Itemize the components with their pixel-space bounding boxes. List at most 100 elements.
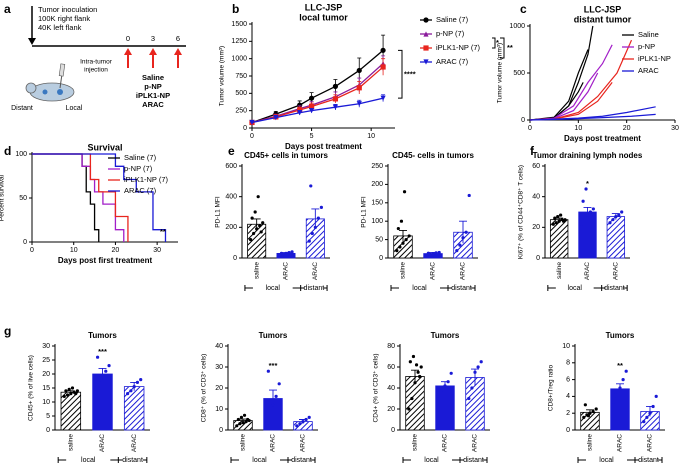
x-axis-label: Days post treatment — [285, 142, 362, 151]
x-tick-label: saline — [556, 262, 563, 279]
data-point — [310, 231, 314, 236]
group-bracket — [390, 285, 476, 291]
x-tick-label: ARAC — [613, 262, 620, 280]
data-point — [253, 210, 257, 214]
group-label: local — [252, 457, 267, 464]
diagram-shapes — [25, 6, 186, 102]
treatment-label: p-NP — [144, 82, 162, 91]
data-point — [74, 392, 78, 396]
data-point — [621, 378, 625, 382]
curve — [529, 72, 599, 121]
y-tick-label: 500 — [235, 90, 247, 97]
data-point — [473, 370, 477, 374]
data-point — [313, 225, 317, 229]
data-point — [332, 104, 339, 110]
data-point — [583, 403, 587, 407]
data-point — [556, 215, 560, 219]
survival-step — [32, 153, 129, 242]
data-point — [580, 222, 584, 226]
data-point — [455, 249, 459, 253]
significance: * — [586, 179, 589, 188]
data-point — [464, 230, 468, 234]
chart-title: Survival — [87, 142, 122, 152]
y-tick-label: 4 — [566, 393, 570, 400]
legend-marker — [423, 31, 429, 37]
significance: *** — [269, 361, 278, 370]
data-point — [618, 386, 622, 390]
chart-title: CD45- cells in tumors — [392, 151, 474, 160]
data-point — [611, 218, 615, 222]
chart-title: LLC-JSP — [584, 4, 622, 14]
y-tick-label: 0 — [521, 117, 525, 124]
chart-title: LLC-JSP — [305, 2, 343, 12]
x-tick-label: ARAC — [131, 434, 138, 452]
chart-subtitle: local tumor — [299, 12, 348, 22]
data-point — [332, 83, 339, 89]
bar — [405, 376, 425, 431]
data-point — [297, 102, 303, 108]
data-point — [437, 396, 441, 401]
data-point — [139, 378, 143, 382]
x-tick-label: saline — [412, 434, 419, 451]
data-point — [239, 415, 244, 419]
y-tick-label: 1000 — [509, 23, 525, 30]
y-axis-label: CD8⁺ (% of CD3⁺ cells) — [201, 354, 208, 423]
y-tick-label: 0 — [23, 239, 27, 246]
legend-label: Saline (7) — [436, 15, 469, 24]
data-point — [298, 422, 302, 426]
data-point — [449, 371, 453, 375]
data-point — [407, 234, 411, 238]
x-tick-label: 30 — [671, 125, 679, 132]
x-tick-label: 0 — [528, 125, 532, 132]
inoculation-text: 40K left flank — [38, 23, 82, 32]
data-point — [612, 403, 616, 407]
data-point — [261, 221, 265, 225]
data-point — [399, 219, 404, 223]
y-tick-label: 40 — [532, 194, 540, 201]
data-point — [561, 219, 566, 223]
y-tick-label: 60 — [387, 364, 395, 371]
survival-step — [32, 153, 167, 242]
y-tick-label: 6 — [566, 376, 570, 383]
curve — [529, 25, 594, 121]
x-tick-label: ARAC — [300, 434, 307, 452]
data-point — [654, 394, 658, 398]
data-point — [410, 396, 414, 401]
legend-label: ARAC (7) — [436, 57, 469, 66]
data-point — [65, 393, 70, 397]
data-point — [416, 370, 420, 374]
group-label: local — [412, 285, 427, 292]
y-tick-label: 60 — [532, 163, 540, 170]
data-point — [395, 249, 399, 253]
data-point — [107, 364, 111, 368]
y-tick-label: 80 — [387, 343, 395, 350]
syringe — [59, 73, 63, 89]
significance: ** — [617, 361, 623, 370]
data-point — [582, 216, 587, 220]
chart-title: CD45+ cells in tumors — [244, 151, 328, 160]
data-point — [551, 222, 555, 226]
y-tick-label: 100 — [371, 218, 383, 225]
y-tick-label: 0 — [536, 255, 540, 262]
data-point — [266, 369, 270, 373]
data-point — [380, 64, 386, 70]
chart-title: Tumors — [431, 331, 460, 340]
y-tick-label: 0 — [379, 255, 383, 262]
data-point — [467, 193, 471, 198]
data-point — [129, 389, 133, 393]
y-axis-label: CD4+ (% of CD3⁺ cells) — [373, 354, 380, 423]
x-tick-label: ARAC — [430, 262, 437, 280]
group-label: local — [81, 457, 96, 464]
data-point — [69, 392, 73, 396]
data-point — [332, 96, 339, 102]
y-tick-label: 200 — [225, 224, 237, 231]
x-tick-label: saline — [253, 262, 260, 279]
x-tick-label: 10 — [367, 133, 375, 140]
error-bar — [399, 229, 407, 242]
annotation: ** — [507, 43, 513, 52]
data-point — [582, 415, 586, 419]
y-tick-label: 2 — [566, 410, 570, 417]
chart-title: Tumors — [606, 331, 635, 340]
tumor-local — [57, 89, 63, 95]
